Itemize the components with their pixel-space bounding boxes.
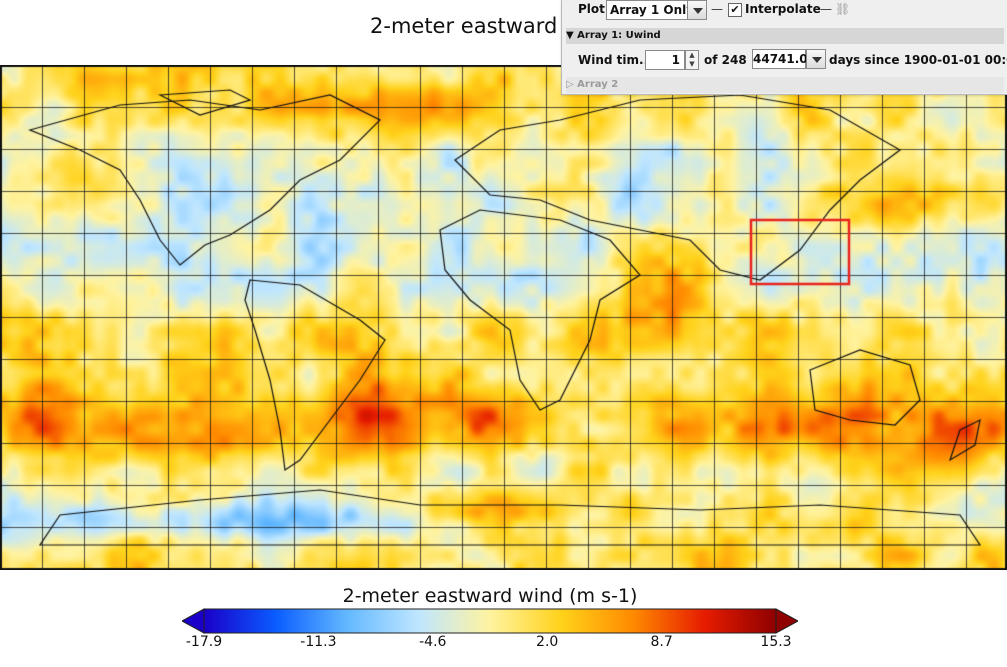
colorbar-title: 2-meter eastward wind (m s-1): [342, 585, 638, 607]
colorbar-tick-label: 15.3: [760, 634, 792, 650]
time-value-dropdown-button[interactable]: [806, 49, 826, 69]
colorbar: [182, 608, 798, 634]
link-icon[interactable]: ⛓: [835, 2, 851, 16]
colorbar-tick-label: -11.3: [300, 634, 337, 650]
time-index-input[interactable]: 1: [645, 50, 685, 70]
colorbar-tick-label: -4.6: [419, 634, 447, 650]
interpolate-label: Interpolate: [745, 2, 821, 16]
colorbar-tick-label: 2.0: [536, 634, 559, 650]
plot-title: 2-meter eastward: [370, 14, 558, 38]
array2-section-header[interactable]: ▷ Array 2: [566, 77, 1004, 93]
wind-time-label: Wind tim...: [578, 53, 653, 67]
colorbar-high-arrow: [775, 608, 798, 634]
separator-dash: —: [711, 2, 723, 16]
colorbar-tick-label: -17.9: [185, 634, 223, 650]
wind-map[interactable]: [0, 65, 1007, 570]
time-value-field[interactable]: 44741.0: [752, 49, 808, 69]
plot-mode-dropdown[interactable]: Array 1 Only: [606, 0, 688, 20]
colorbar-tick-label: 8.7: [650, 634, 673, 650]
colorbar-gradient: [203, 608, 777, 634]
time-units: days since 1900-01-01 00:00:...: [829, 53, 1007, 67]
plot-label: Plot: [578, 2, 605, 16]
time-of-total: of 248 =: [704, 53, 761, 67]
array1-section-header[interactable]: ▼ Array 1: Uwind: [566, 28, 1004, 44]
separator-dash: —: [820, 2, 832, 16]
plot-mode-dropdown-button[interactable]: [687, 0, 707, 20]
interpolate-checkbox[interactable]: ✔: [728, 3, 742, 17]
colorbar-low-arrow: [182, 608, 205, 634]
control-panel: Plot Array 1 Only — ✔ Interpolate — ⛓ ▼ …: [561, 0, 1007, 95]
time-index-stepper[interactable]: ▲ ▼: [685, 50, 699, 70]
